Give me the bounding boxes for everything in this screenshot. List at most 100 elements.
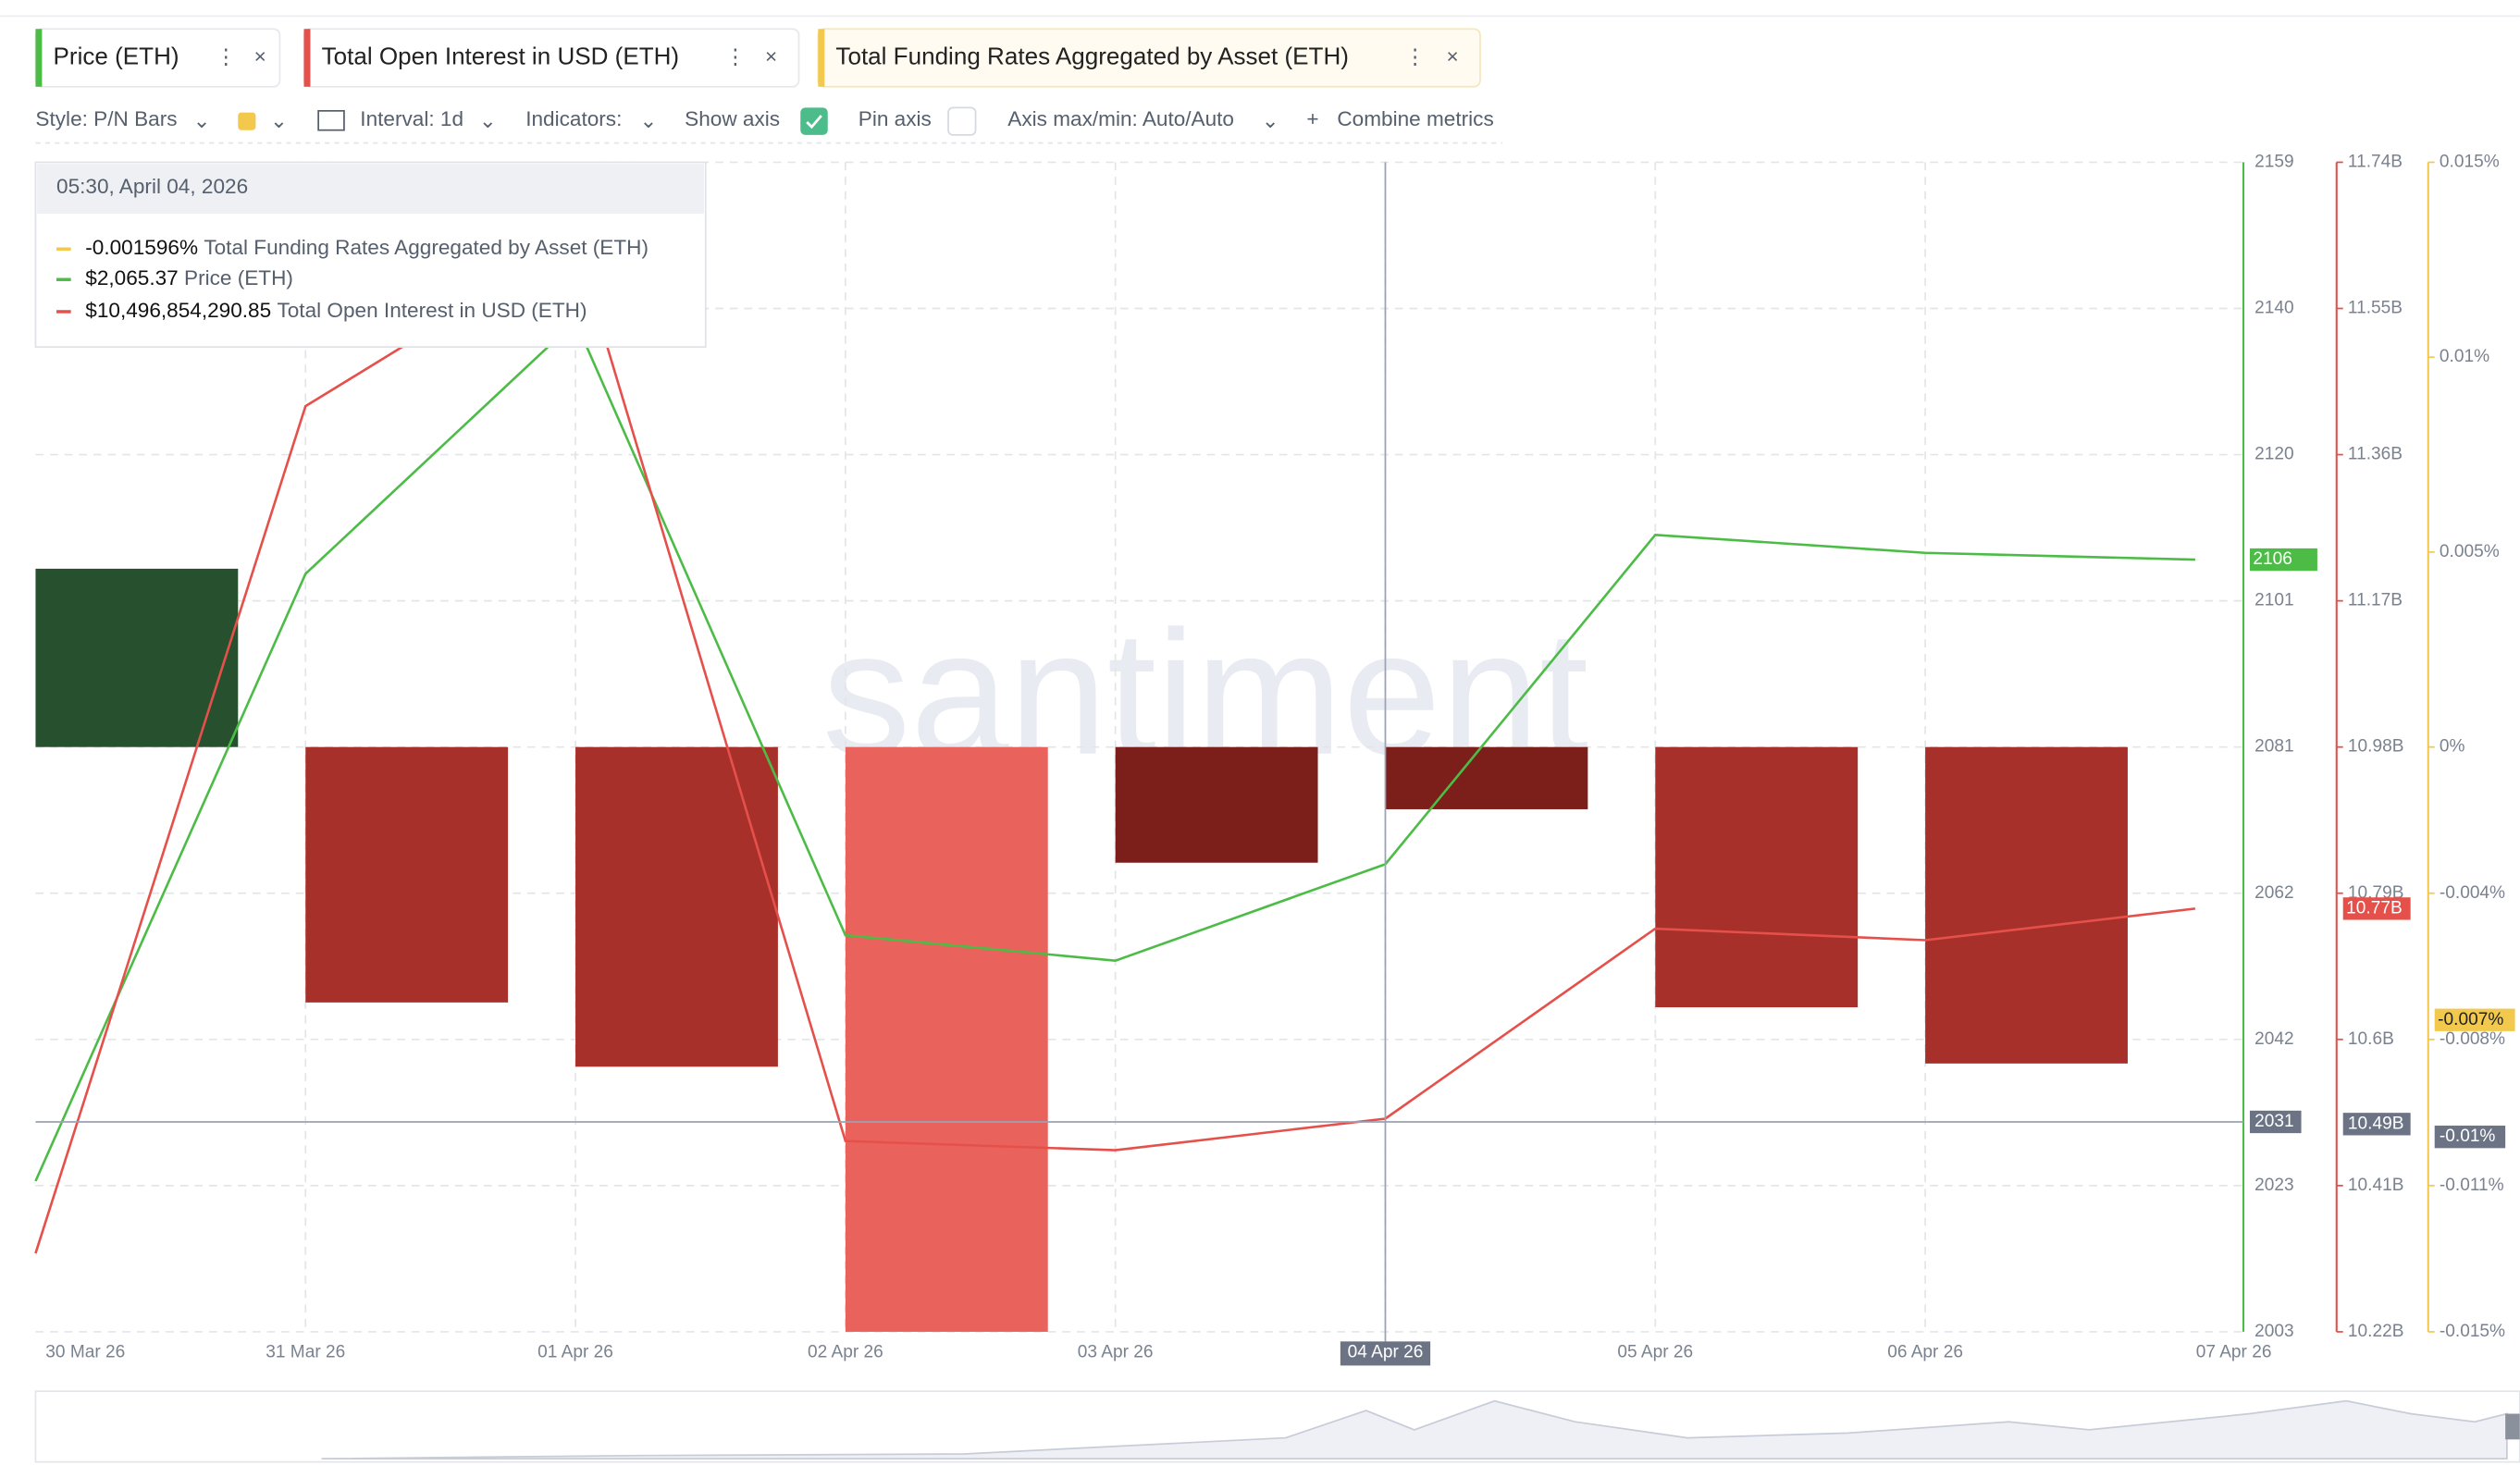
y-tick-label: 2062 <box>2254 883 2293 903</box>
bar <box>575 746 778 1067</box>
tooltip: 05:30, April 04, 2026 -0.001596% Total F… <box>34 161 707 349</box>
y2-tick-label: 11.74B <box>2348 152 2403 171</box>
y3-tick-label: 0.005% <box>2440 542 2500 561</box>
last-value-label: -0.007% <box>2438 1010 2503 1029</box>
close-icon[interactable]: × <box>1446 44 1458 68</box>
tab[interactable]: Total Open Interest in USD (ETH) ⋮ × <box>303 28 800 88</box>
y-tick-label: 2140 <box>2254 299 2293 318</box>
toolbar: Style: P/N Bars ⌄ ⌄ Interval: 1d ⌄ Indic… <box>35 106 1503 144</box>
line-series <box>34 239 2196 1254</box>
combine-metrics[interactable]: Combine metrics <box>1337 107 1493 130</box>
bar <box>1925 746 2128 1064</box>
y2-tick-label: 10.41B <box>2348 1176 2404 1195</box>
y3-tick-label: -0.011% <box>2440 1176 2504 1195</box>
crosshair-label: 10.49B <box>2348 1114 2404 1133</box>
tooltip-series: Price (ETH) <box>184 266 293 289</box>
tooltip-value: -0.001596% <box>85 236 198 259</box>
y2-tick-label: 10.6B <box>2348 1029 2394 1049</box>
bar <box>845 746 1048 1332</box>
tooltip-value: $2,065.37 <box>85 266 178 289</box>
tooltip-value: $10,496,854,290.85 <box>85 299 271 322</box>
plus-icon: + <box>1306 107 1318 130</box>
y-tick-label: 2159 <box>2254 152 2293 171</box>
style-dropdown[interactable]: Style: P/N Bars <box>35 107 177 130</box>
color-picker[interactable] <box>238 112 256 130</box>
bar <box>35 568 239 747</box>
x-tick-label: 02 Apr 26 <box>808 1343 883 1362</box>
bar <box>1115 746 1318 863</box>
chevron: ⌄ <box>270 109 288 132</box>
y2-tick-label: 11.36B <box>2348 445 2403 464</box>
menu-icon[interactable]: ⋮ <box>725 44 747 68</box>
tooltip-row: -0.001596% Total Funding Rates Aggregate… <box>85 236 649 259</box>
x-tick-label: 07 Apr 26 <box>2196 1343 2272 1362</box>
interval-dropdown[interactable]: Interval: 1d <box>360 107 463 130</box>
pin-axis-label[interactable]: Pin axis <box>859 107 932 130</box>
last-value-badge <box>2342 897 2411 920</box>
crosshair-badge <box>2249 1110 2302 1134</box>
chevron: ⌄ <box>640 109 658 132</box>
tab-label[interactable]: Price (ETH) <box>54 42 179 69</box>
x-highlight <box>1340 1341 1431 1366</box>
crosshair-badge <box>2434 1126 2506 1149</box>
x-tick-label: 30 Mar 26 <box>45 1343 125 1362</box>
menu-icon[interactable]: ⋮ <box>1404 44 1426 68</box>
tab-label[interactable]: Total Funding Rates Aggregated by Asset … <box>835 42 1349 69</box>
y3-tick-label: 0.015% <box>2440 152 2500 171</box>
x-tick-label: 04 Apr 26 <box>1348 1343 1424 1362</box>
x-tick-label: 06 Apr 26 <box>1887 1343 1963 1362</box>
tooltip-date: 05:30, April 04, 2026 <box>56 175 248 198</box>
y-tick-label: 2042 <box>2254 1029 2293 1049</box>
last-value-label: 2106 <box>2253 549 2291 569</box>
tab-label[interactable]: Total Open Interest in USD (ETH) <box>322 42 679 69</box>
crosshair-label: -0.01% <box>2440 1127 2496 1146</box>
crosshair-label: 2031 <box>2254 1112 2293 1131</box>
navigator[interactable] <box>34 1390 2520 1463</box>
show-axis-checkbox[interactable] <box>800 107 828 135</box>
y-tick-label: 2023 <box>2254 1176 2293 1195</box>
bar <box>1655 746 1859 1008</box>
close-icon[interactable]: × <box>765 44 777 68</box>
line-series <box>34 319 2195 1182</box>
close-icon[interactable]: × <box>254 44 266 68</box>
y3-tick-label: 0% <box>2440 737 2465 757</box>
check-mark <box>806 115 822 129</box>
chevron: ⌄ <box>193 109 211 132</box>
y3-tick-label: -0.004% <box>2440 883 2505 903</box>
y-tick-label: 2120 <box>2254 445 2293 464</box>
y2-tick-label: 11.17B <box>2348 591 2403 610</box>
tooltip-header <box>37 164 705 215</box>
x-tick-label: 01 Apr 26 <box>537 1343 613 1362</box>
chevron: ⌄ <box>479 109 497 132</box>
y2-tick-label: 11.55B <box>2348 299 2403 318</box>
x-tick-label: 31 Mar 26 <box>266 1343 345 1362</box>
x-tick-label: 05 Apr 26 <box>1617 1343 1693 1362</box>
bar <box>305 746 509 1003</box>
last-value-label: 10.77B <box>2346 898 2403 918</box>
menu-icon[interactable]: ⋮ <box>216 44 237 68</box>
y3-tick-label: -0.015% <box>2440 1322 2505 1341</box>
interval-icon <box>317 109 345 131</box>
last-value-badge <box>2434 1008 2515 1031</box>
bar <box>1385 746 1588 809</box>
y2-tick-label: 10.22B <box>2348 1322 2404 1341</box>
axis-range-dropdown[interactable]: Axis max/min: Auto/Auto <box>1007 107 1234 130</box>
x-tick-label: 03 Apr 26 <box>1078 1343 1154 1362</box>
tab[interactable]: Price (ETH) ⋮ × <box>34 28 281 88</box>
last-value-badge <box>2249 548 2317 572</box>
tab[interactable]: Total Funding Rates Aggregated by Asset … <box>817 28 1481 88</box>
y-tick-label: 2003 <box>2254 1322 2293 1341</box>
tooltip-series: Total Funding Rates Aggregated by Asset … <box>204 236 649 259</box>
tooltip-row: $10,496,854,290.85 Total Open Interest i… <box>85 299 587 322</box>
y3-tick-label: -0.008% <box>2440 1029 2505 1049</box>
y3-tick-label: 0.01% <box>2440 347 2489 366</box>
pin-axis-checkbox[interactable] <box>947 106 977 136</box>
crosshair-badge <box>2342 1113 2411 1136</box>
plot: 2003 2023 2042 2062 2081 2101 2120 2140 2159 10.2… <box>34 152 2515 1366</box>
tooltip-row: $2,065.37 Price (ETH) <box>85 266 293 289</box>
show-axis-label[interactable]: Show axis <box>685 107 780 130</box>
tooltip-series: Total Open Interest in USD (ETH) <box>277 299 587 322</box>
indicators-dropdown[interactable]: Indicators: <box>525 107 622 130</box>
y-tick-label: 2101 <box>2254 591 2293 610</box>
